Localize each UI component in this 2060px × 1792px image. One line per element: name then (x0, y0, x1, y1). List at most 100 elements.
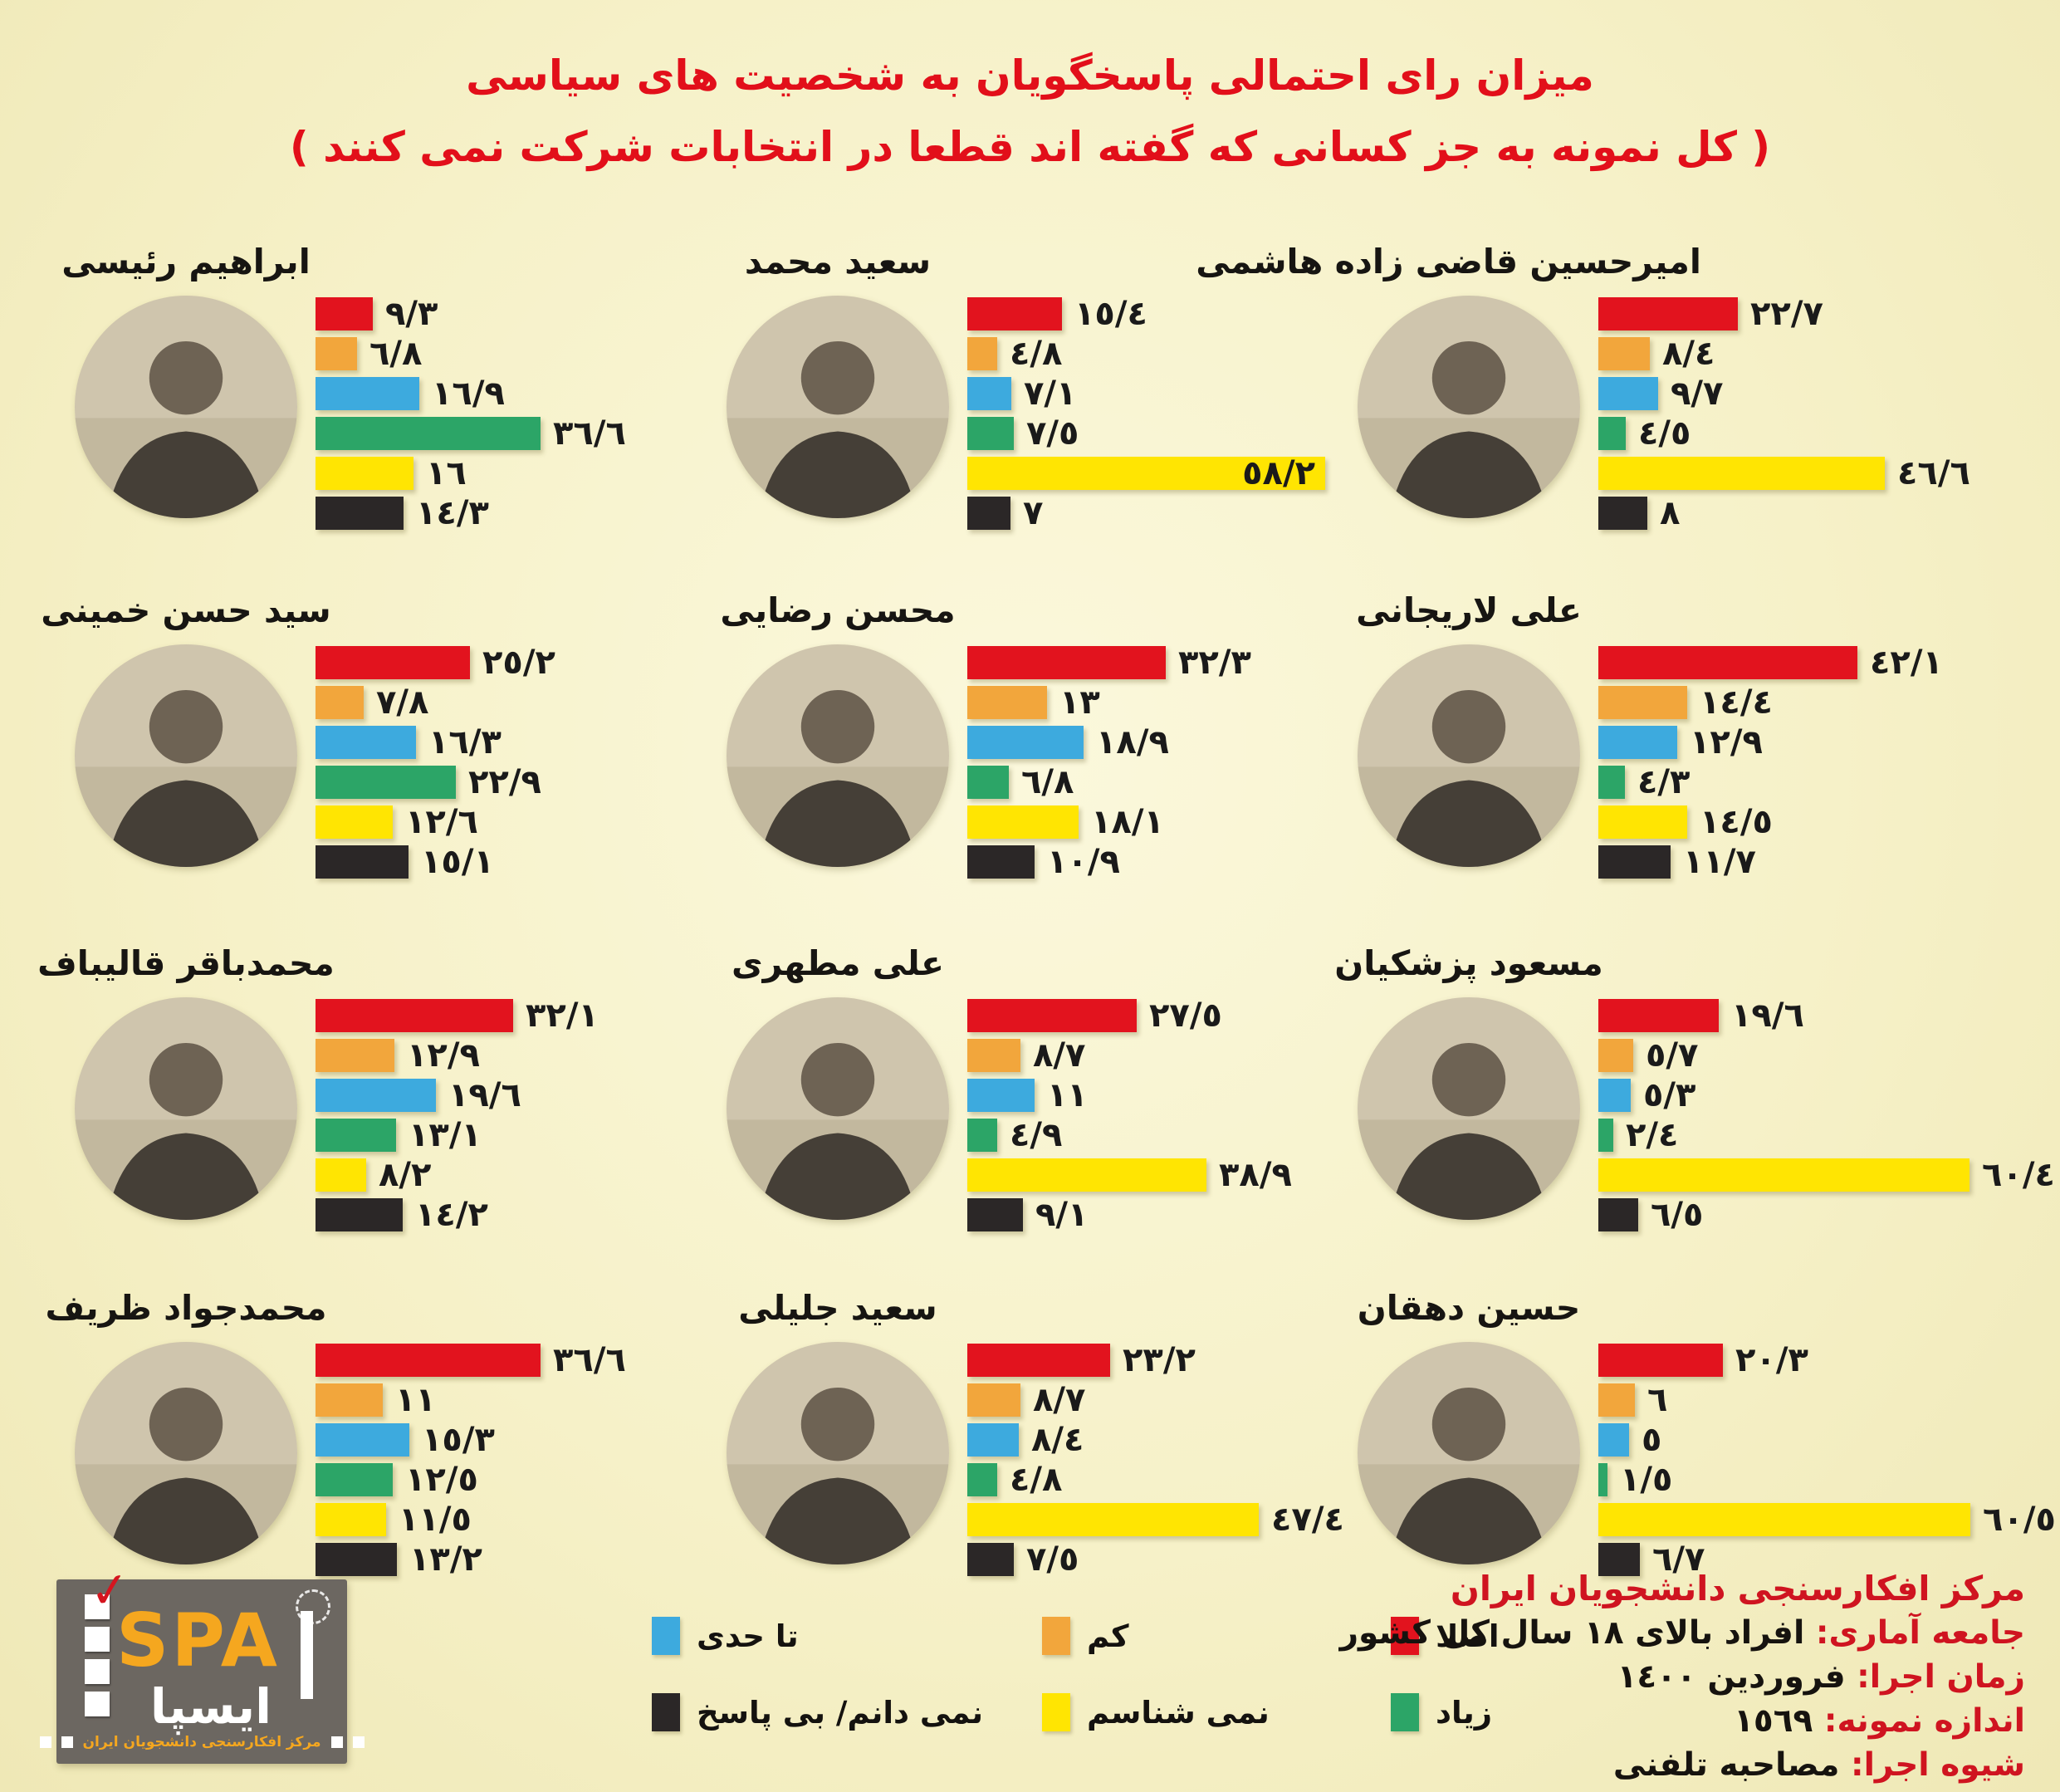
bar-dont-know-no-answer (967, 845, 1035, 879)
bar-value-label: ١١ (395, 1381, 436, 1419)
legend-swatch-dont-know-him (1042, 1693, 1070, 1731)
title-line-1: میزان رای احتمالی پاسخگویان به شخصیت های… (466, 51, 1594, 100)
bar-value-label: ٤٧/٤ (1271, 1501, 1344, 1539)
bar-value-label: ٦٠/٤ (1982, 1156, 2055, 1194)
bar-value-label: ٣٦/٦ (553, 1341, 626, 1379)
bar-somewhat (316, 377, 419, 410)
bar-value-label: ١٣ (1059, 683, 1100, 722)
politician-name: امیرحسین قاضی زاده هاشمی (1196, 242, 1701, 282)
bar-value-label: ١٦ (426, 454, 467, 492)
bar-a-lot (1598, 417, 1626, 450)
politician-card: علی لاریجانی ٤٢/١ ١٤/٤ ١٢/٩ ٤/٣ ١٤/٥ ١١/٧ (1333, 590, 2047, 889)
bar-little (967, 337, 997, 370)
bar-value-label: ١٣/٢ (409, 1540, 482, 1579)
politician-name: محمدجواد ظریف (45, 1288, 327, 1328)
bar-value-label: ١٨/٩ (1096, 723, 1169, 761)
legend-item-a-lot: زیاد (1391, 1692, 1500, 1732)
bar-value-label: ١٤/٣ (416, 494, 489, 532)
bar-dont-know-him (967, 1158, 1206, 1192)
politician-card: محمدجواد ظریف ٣٦/٦ ١١ ١٥/٣ ١٢/٥ ١١/٥ ١٣/٢ (45, 1287, 681, 1586)
survey-info-label: اندازه نمونه: (1813, 1702, 2025, 1740)
bar-value-label: ١٢/٦ (405, 803, 478, 841)
bar-a-lot (967, 417, 1014, 450)
bar-somewhat (1598, 726, 1677, 759)
bar-value-label: ٢٢/٩ (468, 763, 541, 801)
legend-label: کم (1087, 1618, 1129, 1654)
title-line-2: ( کل نمونه به جز کسانی که گفته اند قطعا … (289, 123, 1771, 171)
logo-square-icon (39, 1736, 51, 1748)
logo-square-icon (61, 1736, 73, 1748)
bar-value-label: ٣٨/٩ (1219, 1156, 1292, 1194)
legend-swatch-somewhat (652, 1617, 680, 1655)
bar-somewhat (1598, 1423, 1629, 1457)
bar-value-label: ٣٦/٦ (553, 414, 626, 453)
survey-info-value: افراد بالای ١٨ سال کل کشور (1339, 1614, 1805, 1652)
bar-value-label: ١٦/٣ (428, 723, 502, 761)
bar-dont-know-no-answer (1598, 845, 1671, 879)
bar-value-label: ٣٢/٣ (1178, 644, 1251, 682)
politician-bar-chart: ١٩/٦ ٥/٧ ٥/٣ ٢/٤ ٦٠/٤ ٦/٥ (1598, 997, 2055, 1238)
bar-not-at-all (316, 646, 470, 679)
politician-name: سعید محمد (744, 242, 932, 282)
checkbox-icon (85, 1627, 110, 1652)
survey-info-block: مرکز افکارسنجی دانشجویان ایران جامعه آما… (1340, 1566, 2025, 1787)
politician-photo (1358, 1342, 1580, 1564)
bar-value-label: ٨/٢ (379, 1156, 432, 1194)
bar-value-label: ١٩/٦ (1731, 996, 1804, 1035)
bar-dont-know-no-answer (316, 1543, 397, 1576)
politician-photo (1358, 296, 1580, 518)
ispa-alef-stroke (301, 1611, 313, 1699)
politician-name: مسعود پزشکیان (1334, 943, 1603, 983)
bar-value-label: ٢٥/٢ (482, 644, 555, 682)
politician-name: سید حسن خمینی (41, 590, 331, 630)
survey-info-row: زمان اجرا: فروردین ١٤٠٠ (1340, 1655, 2025, 1699)
bar-somewhat (316, 726, 416, 759)
bar-dont-know-him (316, 805, 393, 839)
politician-bar-chart: ٢٢/٧ ٨/٤ ٩/٧ ٤/٥ ٤٦/٦ ٨ (1598, 296, 1970, 536)
bar-somewhat (967, 726, 1084, 759)
ispa-logo: ✓ SPA ایسپا مرکز افکارسنجی دانشجویان ایر… (39, 1560, 365, 1764)
checkbox-icon (85, 1692, 110, 1716)
bar-a-lot (316, 1463, 393, 1496)
jahad-seal-icon (296, 1589, 330, 1624)
checkbox-icon (85, 1594, 110, 1619)
politician-name: علی مطهری (732, 943, 944, 983)
bar-a-lot (1598, 1463, 1607, 1496)
bar-dont-know-no-answer (1598, 1198, 1638, 1231)
bar-dont-know-no-answer (967, 1543, 1014, 1576)
bar-a-lot (1598, 766, 1625, 799)
bar-somewhat (316, 1423, 409, 1457)
bar-not-at-all (1598, 999, 1719, 1032)
bar-value-label: ٩/١ (1035, 1196, 1089, 1234)
bar-not-at-all (1598, 1344, 1723, 1377)
politician-photo (75, 296, 297, 518)
politician-bar-chart: ٣٦/٦ ١١ ١٥/٣ ١٢/٥ ١١/٥ ١٣/٢ (316, 1342, 626, 1583)
politician-name: سعید جلیلی (738, 1288, 937, 1328)
bar-value-label: ١٠/٩ (1047, 843, 1120, 881)
bar-value-label: ١٤/٥ (1700, 803, 1773, 841)
bar-value-label: ٥٨/٢ (1242, 454, 1315, 492)
bar-little (967, 686, 1047, 719)
checkbox-icon (85, 1659, 110, 1684)
bar-dont-know-him (1598, 457, 1885, 490)
bar-dont-know-no-answer (316, 1198, 403, 1231)
bar-little (1598, 686, 1687, 719)
politician-name: محمدباقر قالیباف (37, 943, 335, 983)
bar-value-label: ٤/٩ (1010, 1116, 1063, 1154)
bar-value-label: ٤/٥ (1638, 414, 1691, 453)
politician-name: محسن رضایی (720, 590, 956, 630)
bar-dont-know-him (967, 805, 1079, 839)
bar-a-lot (316, 766, 456, 799)
bar-dont-know-him (1598, 805, 1687, 839)
bar-a-lot (967, 766, 1009, 799)
bar-value-label: ٤٦/٦ (1897, 454, 1970, 492)
ispa-persian-wordmark: ایسپا (149, 1678, 272, 1735)
bar-not-at-all (967, 297, 1062, 330)
bar-value-label: ٦٠/٥ (1983, 1501, 2056, 1539)
bar-value-label: ٩/٣ (385, 295, 438, 333)
survey-info-label: جامعه آماری: (1804, 1614, 2025, 1652)
politician-photo (1358, 644, 1580, 867)
logo-square-icon (330, 1736, 343, 1748)
bar-value-label: ٧/٥ (1026, 1540, 1079, 1579)
